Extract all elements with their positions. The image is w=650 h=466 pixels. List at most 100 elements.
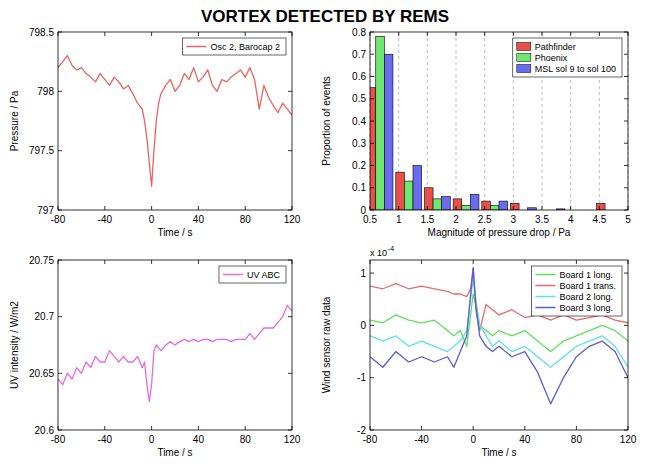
x-tick <box>104 426 105 430</box>
y-tick-label: 0.4 <box>352 116 366 127</box>
legend-label: Board 1 long. <box>559 270 613 280</box>
y-tick-label: 798.5 <box>29 27 54 38</box>
bar <box>510 203 519 210</box>
plot-frame <box>370 260 628 430</box>
x-tick-label: 80 <box>240 214 252 225</box>
legend-label: Phoenix <box>535 53 568 63</box>
x-tick <box>542 32 543 36</box>
x-tick-label: -80 <box>51 434 66 445</box>
y-tick-label: 0.3 <box>352 138 366 149</box>
y-tick <box>624 98 628 99</box>
x-tick <box>245 260 246 264</box>
chart-panel: -80-4004080120-2-101Time / sWind sensor … <box>321 245 637 458</box>
legend-swatch <box>223 274 243 276</box>
y-axis-label: Wind sensor raw data <box>321 296 332 393</box>
legend-box <box>531 266 622 316</box>
x-tick <box>421 426 422 430</box>
legend-swatch <box>535 285 555 287</box>
x-tick <box>292 426 293 430</box>
y-tick <box>58 91 62 92</box>
x-tick <box>421 260 422 264</box>
x-tick <box>292 206 293 210</box>
x-tick-label: 40 <box>193 434 205 445</box>
y-tick <box>58 316 62 317</box>
y-tick-label: 20.65 <box>29 368 54 379</box>
x-tick <box>628 260 629 264</box>
legend-label: Board 1 trans. <box>559 281 616 291</box>
plot-background <box>58 260 292 430</box>
legend-swatch <box>535 274 555 276</box>
plot-background <box>370 32 628 210</box>
x-tick <box>542 206 543 210</box>
y-tick <box>624 32 628 33</box>
legend-box <box>513 38 622 77</box>
y-tick <box>624 76 628 77</box>
y-tick-label: 797.5 <box>29 145 54 156</box>
x-tick <box>58 260 59 264</box>
x-tick <box>151 206 152 210</box>
x-tick <box>427 32 428 36</box>
x-tick <box>104 260 105 264</box>
series-line <box>58 305 292 401</box>
data-area <box>58 56 292 187</box>
x-tick <box>484 32 485 36</box>
bar <box>470 194 479 210</box>
legend-swatch <box>186 46 206 48</box>
y-tick <box>58 260 62 261</box>
y-tick <box>624 143 628 144</box>
y-tick <box>624 210 628 211</box>
axis-multiplier: x 10 <box>370 248 387 258</box>
y-tick <box>370 325 374 326</box>
grid-line <box>456 32 457 210</box>
series-line <box>370 294 628 352</box>
legend-swatch <box>535 307 555 309</box>
x-tick <box>524 260 525 264</box>
y-tick <box>624 325 628 326</box>
x-tick <box>58 206 59 210</box>
y-tick <box>288 91 292 92</box>
y-tick-label: 0.5 <box>352 93 366 104</box>
x-tick-label: 120 <box>284 214 301 225</box>
legend-label: Board 3 long. <box>559 303 613 313</box>
y-tick <box>58 150 62 151</box>
x-tick <box>576 260 577 264</box>
chart-panel: 0.511.522.533.544.5500.10.20.30.40.50.60… <box>321 27 631 239</box>
legend: PathfinderPhoenixMSL sol 9 to sol 100 <box>513 38 622 77</box>
legend-swatch <box>517 43 531 51</box>
x-tick <box>151 426 152 430</box>
y-axis-label: Pressure / Pa <box>9 90 20 151</box>
x-tick-label: 0 <box>470 434 476 445</box>
x-tick <box>245 206 246 210</box>
bar <box>396 172 405 210</box>
x-tick <box>370 260 371 264</box>
x-tick <box>513 32 514 36</box>
x-tick <box>427 206 428 210</box>
x-tick-label: 120 <box>620 434 637 445</box>
x-tick <box>151 260 152 264</box>
x-tick <box>484 206 485 210</box>
x-tick <box>599 32 600 36</box>
y-tick-label: 0 <box>360 205 366 216</box>
x-tick-label: 3 <box>511 214 517 225</box>
y-tick-label: 0.6 <box>352 71 366 82</box>
x-tick-label: 1.5 <box>420 214 434 225</box>
y-tick <box>624 187 628 188</box>
x-tick-label: -40 <box>98 434 113 445</box>
legend-swatch <box>517 54 531 62</box>
x-tick <box>245 32 246 36</box>
x-tick <box>473 260 474 264</box>
x-tick-label: 0.5 <box>363 214 377 225</box>
y-tick <box>624 273 628 274</box>
y-tick <box>288 150 292 151</box>
x-tick <box>104 32 105 36</box>
chart-panel: -80-4004080120797797.5798798.5Time / sPr… <box>9 27 301 239</box>
bar <box>462 206 471 210</box>
bar <box>499 201 508 210</box>
x-tick <box>292 260 293 264</box>
bar <box>442 197 451 210</box>
legend-box <box>219 266 286 283</box>
x-tick <box>292 32 293 36</box>
y-tick-label: 0.1 <box>352 182 366 193</box>
y-tick <box>624 121 628 122</box>
x-axis-label: Time / s <box>157 447 192 458</box>
